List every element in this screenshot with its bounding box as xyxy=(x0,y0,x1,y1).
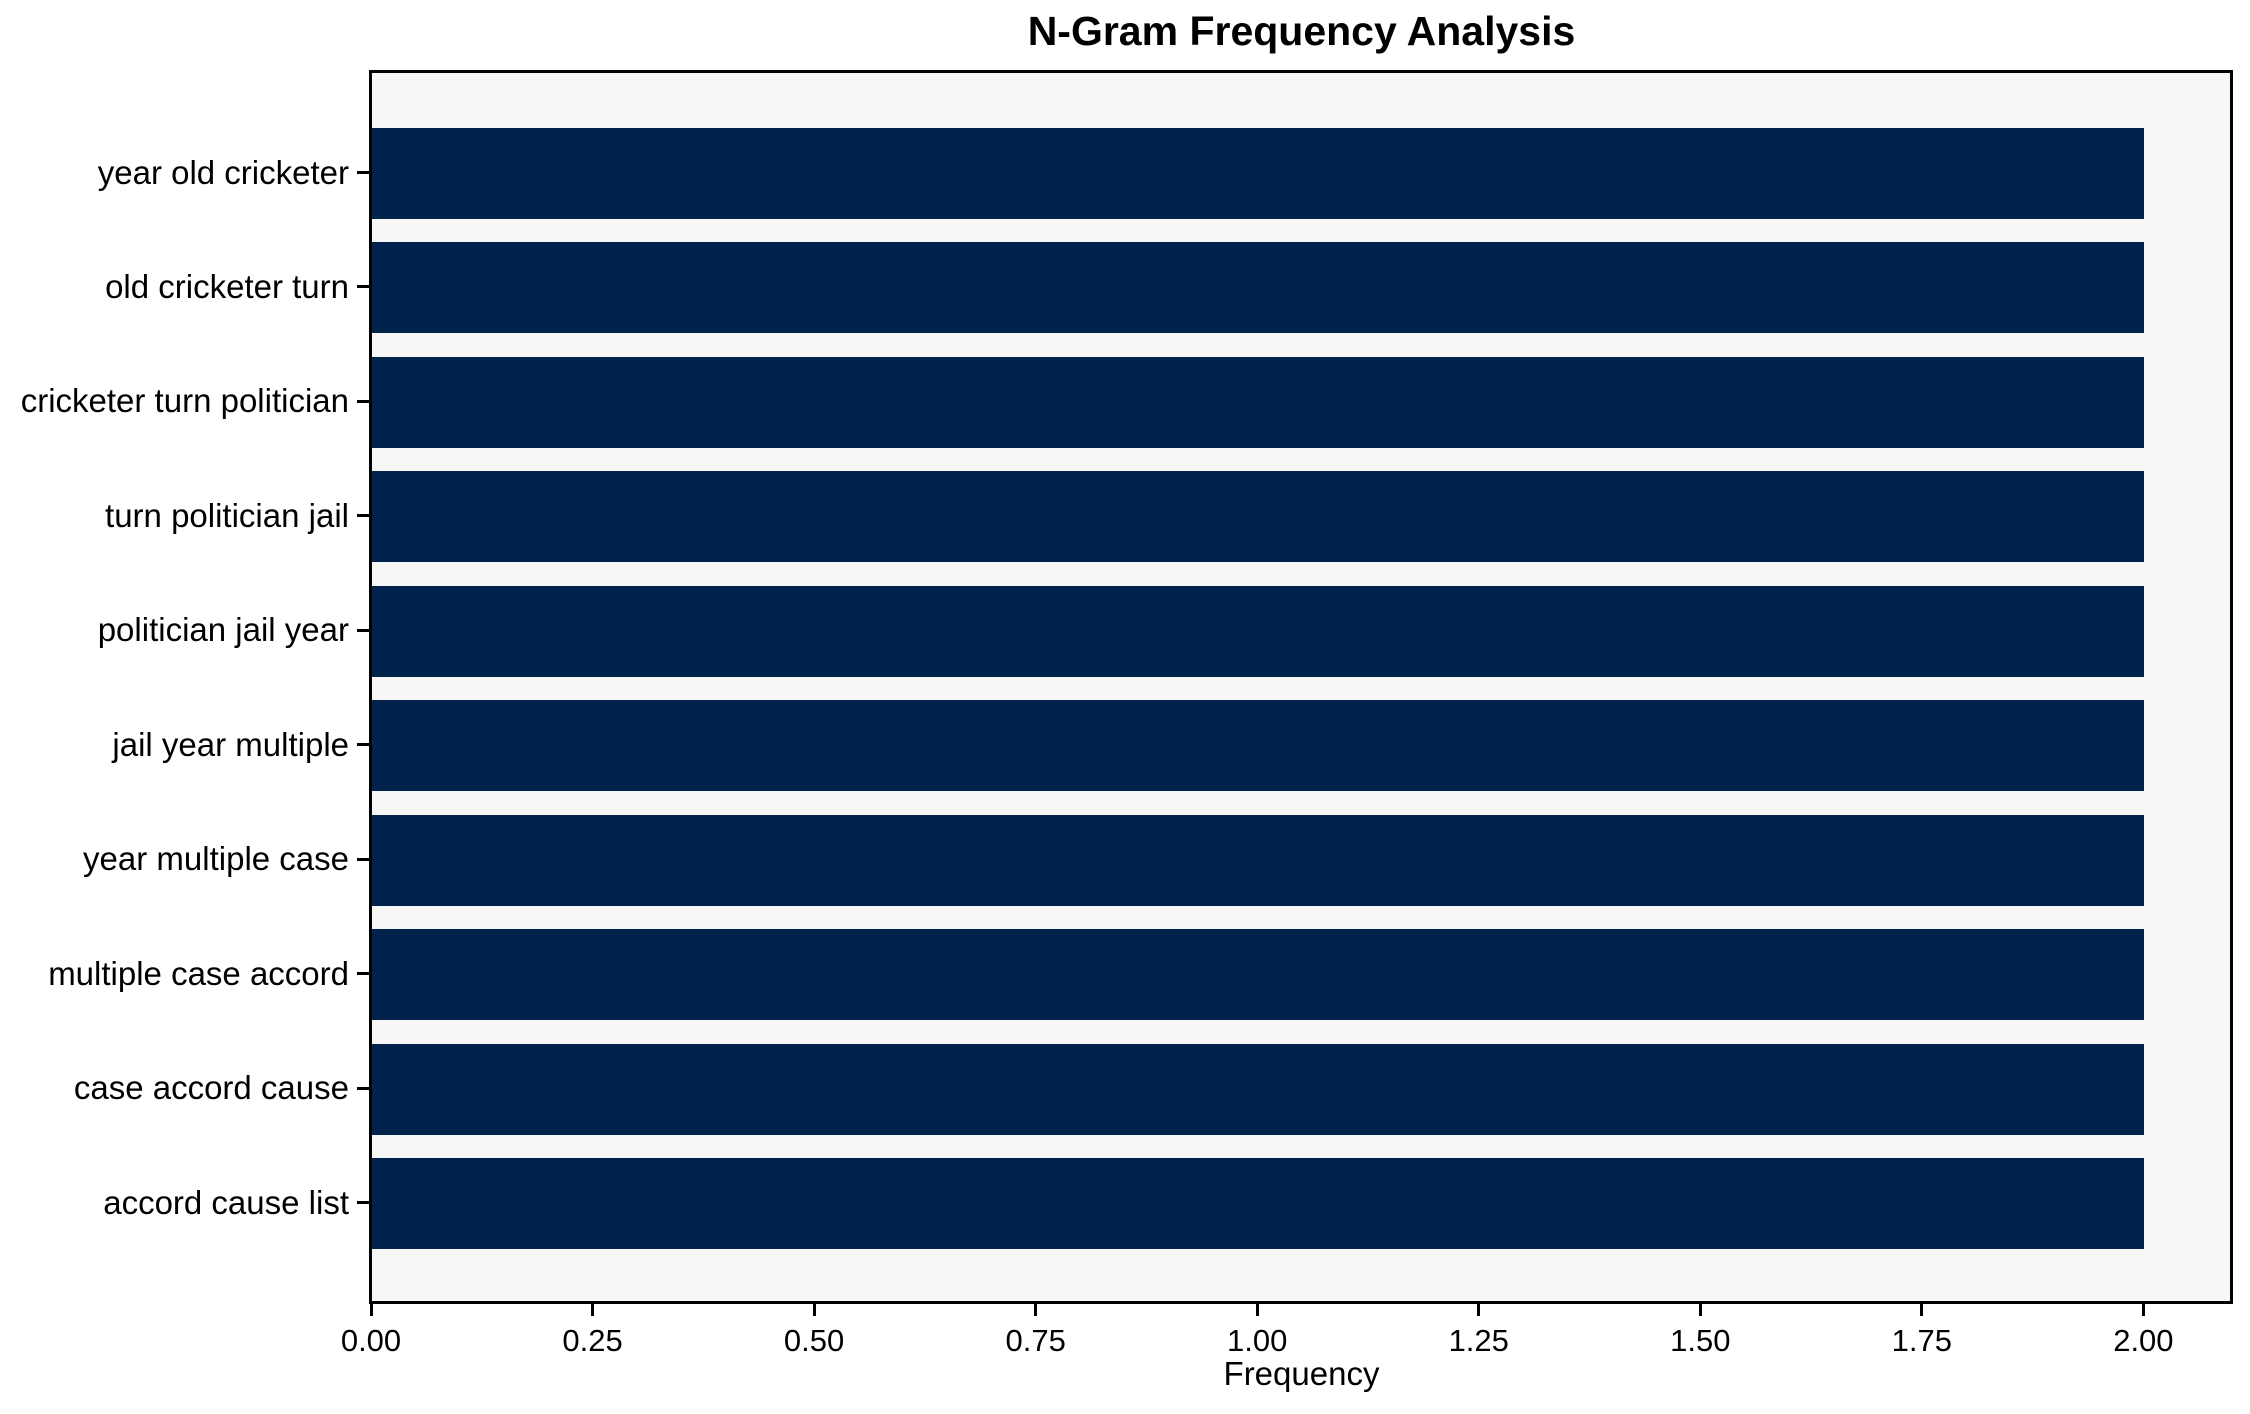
bar xyxy=(372,242,2145,334)
x-tick-mark xyxy=(1034,1304,1038,1316)
y-tick-label: politician jail year xyxy=(97,611,349,649)
y-tick-mark xyxy=(357,399,369,403)
x-tick-label: 0.50 xyxy=(783,1323,845,1358)
y-tick-mark xyxy=(357,743,369,747)
bar xyxy=(372,128,2145,219)
x-tick-label: 1.50 xyxy=(1670,1323,1731,1358)
plot-area xyxy=(369,70,2233,1304)
x-tick-mark xyxy=(1698,1304,1702,1316)
x-tick-label: 0.75 xyxy=(1005,1323,1066,1358)
y-tick-label: old cricketer turn xyxy=(105,267,349,305)
bar xyxy=(372,471,2145,563)
bar xyxy=(372,814,2145,906)
y-tick-mark xyxy=(357,628,369,632)
x-axis-label: Frequency xyxy=(1223,1355,1380,1392)
x-tick-label: 1.25 xyxy=(1448,1323,1509,1358)
bar xyxy=(372,585,2145,677)
y-tick-label: year old cricketer xyxy=(97,153,349,191)
y-tick-label: turn politician jail xyxy=(105,496,349,534)
bar xyxy=(372,700,2145,792)
y-tick-mark xyxy=(357,171,369,174)
x-tick-mark xyxy=(591,1304,595,1316)
x-tick-mark xyxy=(1920,1304,1924,1316)
x-tick-label: 0.00 xyxy=(340,1323,402,1358)
x-tick-label: 0.25 xyxy=(562,1323,623,1358)
x-tick-mark xyxy=(1255,1304,1259,1316)
y-tick-mark xyxy=(357,1201,369,1204)
y-tick-mark xyxy=(357,514,369,518)
chart-title: N-Gram Frequency Analysis xyxy=(1027,8,1576,54)
x-tick-label: 1.75 xyxy=(1891,1323,1952,1358)
bars-group xyxy=(372,73,2230,1301)
y-tick-mark xyxy=(357,1086,369,1090)
y-tick-label: case accord cause xyxy=(73,1069,349,1107)
y-tick-label: jail year multiple xyxy=(112,725,349,763)
x-tick-label: 2.00 xyxy=(2113,1323,2174,1358)
y-tick-mark xyxy=(357,857,369,861)
bar xyxy=(372,1043,2145,1135)
y-tick-label: accord cause list xyxy=(103,1183,349,1221)
y-tick-label: cricketer turn politician xyxy=(20,382,349,420)
x-tick-mark xyxy=(2141,1304,2145,1316)
x-tick-mark xyxy=(812,1304,816,1316)
bar xyxy=(372,1158,2145,1249)
bar xyxy=(372,356,2145,448)
y-tick-mark xyxy=(357,285,369,289)
y-tick-label: year multiple case xyxy=(83,840,349,878)
y-tick-mark xyxy=(357,972,369,976)
y-tick-label: multiple case accord xyxy=(48,954,349,992)
x-tick-mark xyxy=(369,1304,373,1316)
bar xyxy=(372,929,2145,1021)
x-tick-mark xyxy=(1477,1304,1481,1316)
x-tick-label: 1.00 xyxy=(1227,1323,1288,1358)
